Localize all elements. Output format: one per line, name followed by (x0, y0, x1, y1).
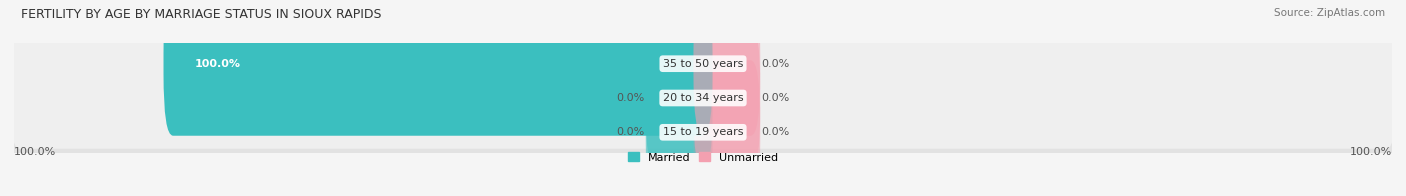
Text: 100.0%: 100.0% (14, 147, 56, 157)
Text: 35 to 50 years: 35 to 50 years (662, 59, 744, 69)
FancyBboxPatch shape (8, 47, 1398, 196)
FancyBboxPatch shape (645, 60, 713, 196)
FancyBboxPatch shape (693, 60, 761, 196)
FancyBboxPatch shape (163, 0, 713, 136)
Text: 20 to 34 years: 20 to 34 years (662, 93, 744, 103)
Text: Source: ZipAtlas.com: Source: ZipAtlas.com (1274, 8, 1385, 18)
Text: 0.0%: 0.0% (616, 93, 645, 103)
Text: FERTILITY BY AGE BY MARRIAGE STATUS IN SIOUX RAPIDS: FERTILITY BY AGE BY MARRIAGE STATUS IN S… (21, 8, 381, 21)
Text: 0.0%: 0.0% (616, 127, 645, 137)
Legend: Married, Unmarried: Married, Unmarried (623, 148, 783, 167)
FancyBboxPatch shape (645, 26, 713, 170)
Text: 15 to 19 years: 15 to 19 years (662, 127, 744, 137)
Text: 100.0%: 100.0% (1350, 147, 1392, 157)
Text: 0.0%: 0.0% (761, 93, 790, 103)
Text: 0.0%: 0.0% (761, 59, 790, 69)
Text: 100.0%: 100.0% (194, 59, 240, 69)
FancyBboxPatch shape (693, 26, 761, 170)
FancyBboxPatch shape (8, 13, 1398, 183)
Text: 0.0%: 0.0% (761, 127, 790, 137)
FancyBboxPatch shape (8, 0, 1398, 149)
FancyBboxPatch shape (693, 0, 761, 136)
